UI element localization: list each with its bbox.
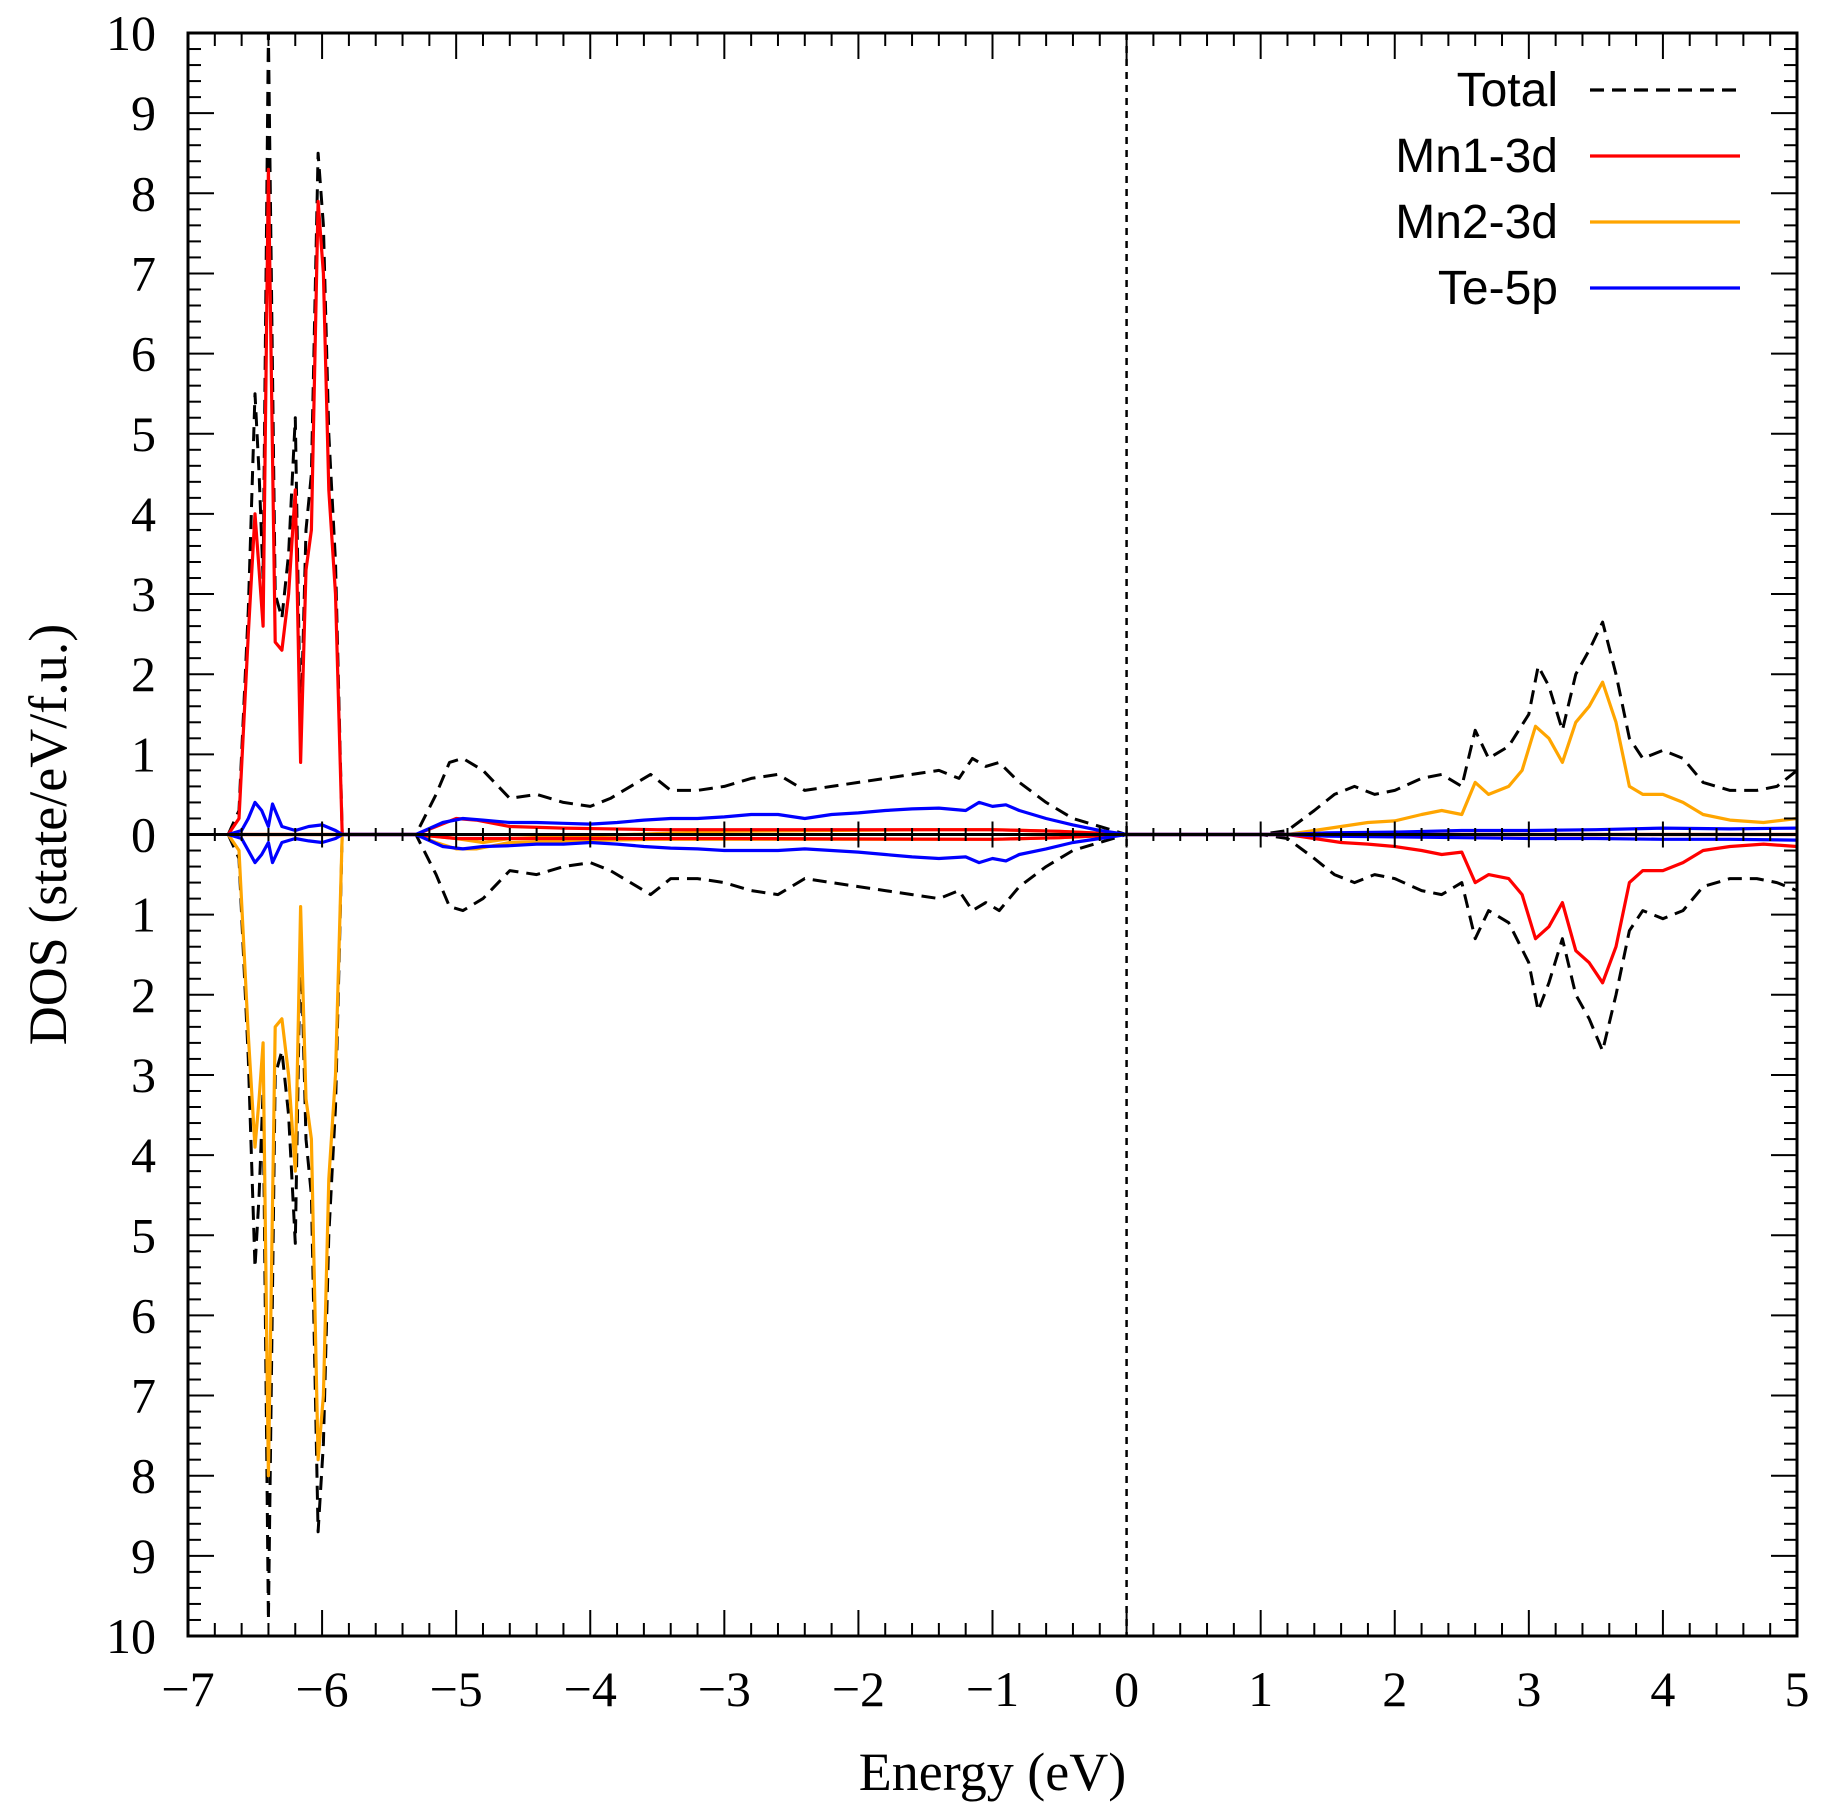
x-tick-label: 1 <box>1248 1661 1273 1717</box>
y-tick-label: 10 <box>106 1608 156 1664</box>
y-tick-label: 1 <box>131 887 156 943</box>
y-tick-label: 5 <box>131 406 156 462</box>
x-tick-label: −5 <box>430 1661 483 1717</box>
y-tick-label: 10 <box>106 5 156 61</box>
y-tick-label: 1 <box>131 726 156 782</box>
legend: Total Mn1-3d Mn2-3d Te-5p <box>1395 64 1740 315</box>
x-tick-labels: −7 −6 −5 −4 −3 −2 −1 0 1 2 3 4 5 <box>161 1661 1809 1717</box>
y-tick-label: 4 <box>131 486 156 542</box>
y-tick-label: 2 <box>131 967 156 1023</box>
x-tick-label: −6 <box>295 1661 348 1717</box>
y-tick-label: 3 <box>131 1047 156 1103</box>
x-tick-label: 2 <box>1382 1661 1407 1717</box>
x-tick-label: 5 <box>1785 1661 1810 1717</box>
x-tick-label: −1 <box>966 1661 1019 1717</box>
y-tick-label: 7 <box>131 245 156 301</box>
y-tick-label: 0 <box>131 807 156 863</box>
x-tick-label: 3 <box>1516 1661 1541 1717</box>
y-tick-label: 6 <box>131 1287 156 1343</box>
x-tick-label: −7 <box>161 1661 214 1717</box>
y-tick-label: 9 <box>131 1528 156 1584</box>
x-tick-label: −4 <box>564 1661 617 1717</box>
series-mn1-3d-down <box>228 832 1798 985</box>
series-layer <box>226 31 1798 1622</box>
x-tick-label: −2 <box>832 1661 885 1717</box>
y-axis-title: DOS (state/eV/f.u.) <box>18 624 78 1045</box>
x-tick-label: 0 <box>1114 1661 1139 1717</box>
y-tick-label: 2 <box>131 646 156 702</box>
y-tick-label: 5 <box>131 1207 156 1263</box>
plot-frame <box>186 31 1799 1638</box>
series-total-down <box>226 833 1798 1622</box>
y-tick-label: 3 <box>131 566 156 622</box>
x-tick-label: −3 <box>698 1661 751 1717</box>
x-axis-title: Energy (eV) <box>859 1742 1126 1802</box>
legend-label: Total <box>1457 64 1558 117</box>
legend-label: Mn2-3d <box>1395 196 1558 249</box>
x-tick-label: 4 <box>1650 1661 1675 1717</box>
y-tick-label: 4 <box>131 1127 156 1183</box>
ticks-layer <box>187 32 1798 1637</box>
y-tick-label: 9 <box>131 85 156 141</box>
y-tick-label: 8 <box>131 165 156 221</box>
legend-label: Mn1-3d <box>1395 130 1558 183</box>
y-tick-label: 7 <box>131 1368 156 1424</box>
legend-label: Te-5p <box>1438 262 1558 315</box>
y-tick-label: 6 <box>131 326 156 382</box>
y-tick-label: 8 <box>131 1448 156 1504</box>
series-mn1-3d-up <box>226 167 1797 837</box>
